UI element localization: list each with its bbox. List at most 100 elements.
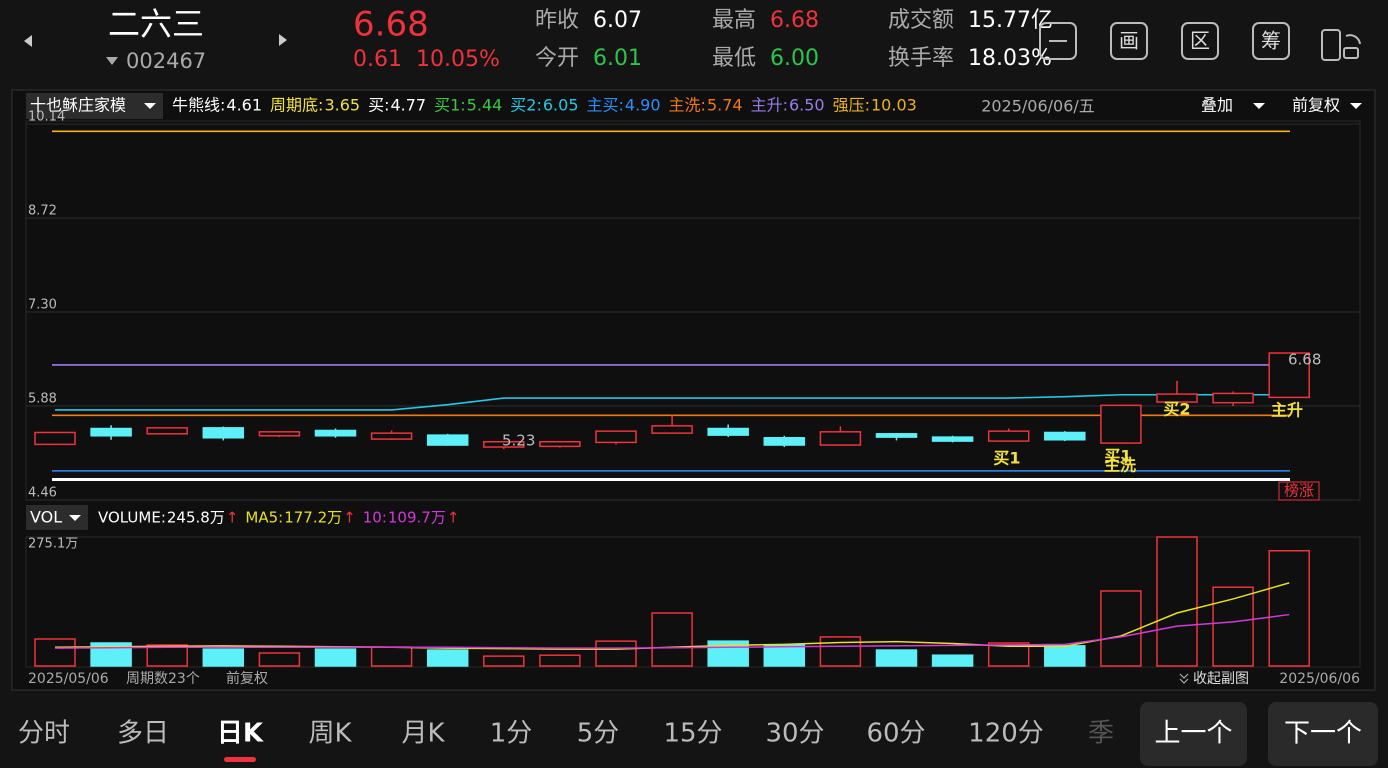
signal-label: 主升: [1271, 401, 1303, 420]
indicator-label: 周期底:: [270, 96, 323, 115]
tab-label: 周K: [308, 719, 352, 749]
tools: 画 区筹: [1110, 22, 1290, 60]
legend-trend: ↑: [226, 509, 239, 527]
signal-label: 主洗: [1104, 456, 1136, 475]
y-tick-label: 4.46: [28, 486, 57, 501]
vol-panel-name: VOL: [30, 508, 62, 527]
candle-body: [370, 432, 413, 440]
period-tab[interactable]: 多日: [117, 719, 169, 749]
period-tab[interactable]: 5分: [577, 719, 620, 749]
tab-label: 120分: [968, 719, 1044, 749]
collapse-label: 收起副图: [1193, 671, 1249, 687]
period-tab[interactable]: 120分: [968, 719, 1044, 749]
volume-bar: [595, 640, 637, 667]
adjust-dropdown[interactable]: 前复权: [1292, 96, 1362, 115]
stat-value: 6.00: [770, 46, 819, 71]
period-tab[interactable]: 月K: [401, 719, 445, 749]
volume-bar: [146, 644, 188, 667]
volume-bar: [819, 636, 862, 667]
volume-bar: [651, 612, 693, 667]
volume-bar: [426, 649, 469, 667]
dropdown-caret: [1253, 103, 1265, 109]
volume-bar: [202, 648, 245, 667]
next-stock-arrow[interactable]: [279, 34, 287, 46]
tool-icon[interactable]: 画: [1110, 22, 1148, 60]
indicator-value: 5.44: [467, 96, 503, 115]
tab-label: 5分: [577, 719, 620, 749]
icon-rotate[interactable]: [1321, 29, 1361, 61]
legend-label: VOLUME:: [98, 509, 166, 527]
legend-label: 10:: [363, 509, 387, 527]
legend-value: 245.8万: [167, 509, 225, 527]
volume-bar: [1156, 536, 1198, 667]
indicator-label: 牛熊线:: [172, 96, 225, 115]
vol-dropdown[interactable]: VOL: [26, 505, 88, 530]
overlay-dropdown[interactable]: 叠加: [1201, 96, 1265, 115]
period-tab[interactable]: 季: [1088, 719, 1114, 749]
tab-label: 月K: [401, 719, 445, 749]
candle-body: [34, 431, 76, 446]
button-label: 下一个: [1284, 719, 1362, 749]
stat-label: 今开: [535, 46, 579, 71]
prev-stock-arrow[interactable]: [24, 35, 32, 47]
candle-body: [146, 427, 188, 435]
volume-bar: [483, 655, 525, 667]
icon-label: 画: [1119, 29, 1139, 53]
period-tab[interactable]: 日K: [217, 719, 264, 763]
legend-label: MA5:: [245, 509, 283, 527]
code-dropdown[interactable]: [106, 57, 118, 65]
candle-body: [90, 427, 132, 437]
legend-trend: ↑: [447, 509, 460, 527]
period-tab[interactable]: 分时: [18, 719, 70, 749]
stock-name: 二六三: [108, 5, 204, 43]
icon-minus[interactable]: [1039, 22, 1077, 60]
indicator-value: 4.61: [226, 96, 262, 115]
indicator-label: 主洗:: [669, 96, 706, 115]
ma-line: [54, 613, 1290, 649]
stat-value: 6.68: [770, 8, 819, 33]
icon-frame: [1039, 22, 1077, 60]
indicator-dropdown[interactable]: 十也稣庄家模: [26, 93, 163, 119]
signal-label: 买1: [993, 449, 1020, 468]
dropdown-caret: [1350, 103, 1362, 109]
tab-label: 分时: [18, 719, 70, 749]
candle-body: [987, 430, 1030, 442]
stat-value: 18.03%: [968, 46, 1052, 71]
period-tab[interactable]: 周K: [308, 719, 352, 749]
candle-body: [202, 427, 245, 439]
nav-button[interactable]: 上一个: [1140, 702, 1247, 766]
legend-value: 109.7万: [388, 509, 446, 527]
candle-body: [707, 427, 749, 436]
x-tick-label: 2025/06/06: [1279, 671, 1360, 687]
indicator-name: 十也稣庄家模: [30, 96, 126, 115]
candle-body: [931, 436, 974, 442]
tool-icon[interactable]: 区: [1181, 22, 1219, 60]
candle-body: [819, 431, 862, 446]
nav-button[interactable]: 下一个: [1268, 702, 1378, 766]
signal-label: 买1: [1104, 447, 1131, 466]
candle-body: [314, 429, 357, 437]
button-bg: [1268, 702, 1378, 766]
period-tab[interactable]: 1分: [490, 719, 533, 749]
candle-body: [1044, 431, 1086, 441]
stat-label: 换手率: [888, 46, 954, 71]
tool-icon[interactable]: 筹: [1252, 22, 1290, 60]
indicator-label: 主买:: [587, 96, 624, 115]
period-tab[interactable]: 60分: [866, 719, 925, 749]
y-tick-label: 7.30: [28, 298, 57, 313]
candle-body: [258, 431, 301, 437]
volume-bar: [1268, 549, 1310, 667]
adjust-label: 前复权: [1292, 96, 1340, 115]
y-tick-label: 275.1万: [28, 537, 78, 552]
stock-code: 002467: [126, 49, 206, 73]
volume-bar: [875, 649, 918, 667]
volume-bar: [314, 648, 357, 667]
period-tab[interactable]: 15分: [663, 719, 722, 749]
collapse-sub-chart[interactable]: 收起副图: [1179, 671, 1249, 687]
period-tabs: 分时 多日 日K 周K 月K 1分 5分 15分 30分 60分 120分 季 上一个 下一个: [18, 702, 1378, 766]
period-tab[interactable]: 30分: [765, 719, 824, 749]
indicator-label: 买2:: [510, 96, 542, 115]
volume-bar: [1044, 645, 1086, 667]
tab-label: 1分: [490, 719, 533, 749]
